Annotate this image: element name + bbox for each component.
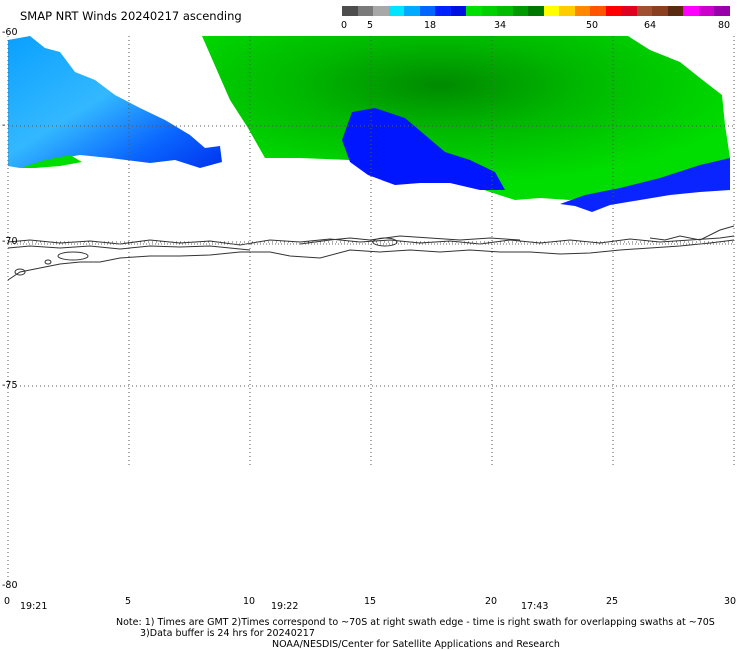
scale-segment	[636, 6, 653, 16]
scale-segment	[373, 6, 389, 16]
scale-segment	[543, 6, 560, 16]
lat-label-65: -	[2, 120, 6, 131]
scale-segment	[450, 6, 467, 16]
scale-segment	[559, 6, 575, 16]
scale-segment	[714, 6, 730, 16]
scale-segment	[683, 6, 699, 16]
scale-segment	[512, 6, 529, 16]
lon-label-15: 15	[364, 596, 377, 607]
scale-segment	[621, 6, 637, 16]
scale-segment	[667, 6, 684, 16]
scale-segment	[419, 6, 436, 16]
lat-label-80: -80	[2, 580, 18, 591]
scale-segment	[357, 6, 374, 16]
lon-label-30: 30	[724, 596, 737, 607]
scale-segment	[698, 6, 715, 16]
time-label-3: 17:43	[521, 601, 549, 612]
time-label-2: 19:22	[271, 601, 299, 612]
lon-label-0: 0	[4, 596, 11, 607]
lon-label-20: 20	[485, 596, 498, 607]
scale-segment	[481, 6, 498, 16]
lat-label-75: -75	[2, 380, 18, 391]
note-line-2: 3)Data buffer is 24 hrs for 20240217	[140, 628, 315, 639]
scale-segment	[590, 6, 606, 16]
lon-label-25: 25	[606, 596, 619, 607]
coastline	[7, 225, 735, 281]
scale-label-5: 5	[366, 20, 374, 31]
wind-swath-main	[202, 36, 730, 200]
chart-title: SMAP NRT Winds 20240217 ascending	[20, 9, 242, 23]
scale-segment	[342, 6, 358, 16]
lon-label-10: 10	[243, 596, 256, 607]
scale-segment	[652, 6, 668, 16]
scale-label-80: 80	[717, 20, 731, 31]
note-line-3: NOAA/NESDIS/Center for Satellite Applica…	[272, 639, 560, 650]
wind-swath-left-green-edge	[20, 155, 82, 168]
wind-swath-blue-center	[342, 108, 505, 190]
scale-segment	[528, 6, 544, 16]
lat-label-60: -60	[2, 27, 18, 38]
scale-segment	[466, 6, 482, 16]
scale-segment	[497, 6, 513, 16]
scale-segment	[435, 6, 451, 16]
scale-segment	[574, 6, 591, 16]
time-label-1: 19:21	[20, 601, 48, 612]
wind-swath-blue-right	[560, 158, 730, 212]
wind-speed-color-scale	[342, 6, 730, 16]
scale-segment	[605, 6, 622, 16]
scale-segment	[404, 6, 420, 16]
scale-label-64: 64	[643, 20, 657, 31]
lon-label-5: 5	[125, 596, 132, 607]
scale-segment	[388, 6, 405, 16]
scale-label-34: 34	[493, 20, 507, 31]
note-line-1: Note: 1) Times are GMT 2)Times correspon…	[116, 617, 715, 628]
scale-label-50: 50	[585, 20, 599, 31]
wind-swath-left	[8, 36, 222, 168]
graticule	[7, 36, 735, 586]
scale-label-18: 18	[423, 20, 437, 31]
scale-label-0: 0	[340, 20, 348, 31]
lat-label-70: -70	[2, 236, 18, 247]
